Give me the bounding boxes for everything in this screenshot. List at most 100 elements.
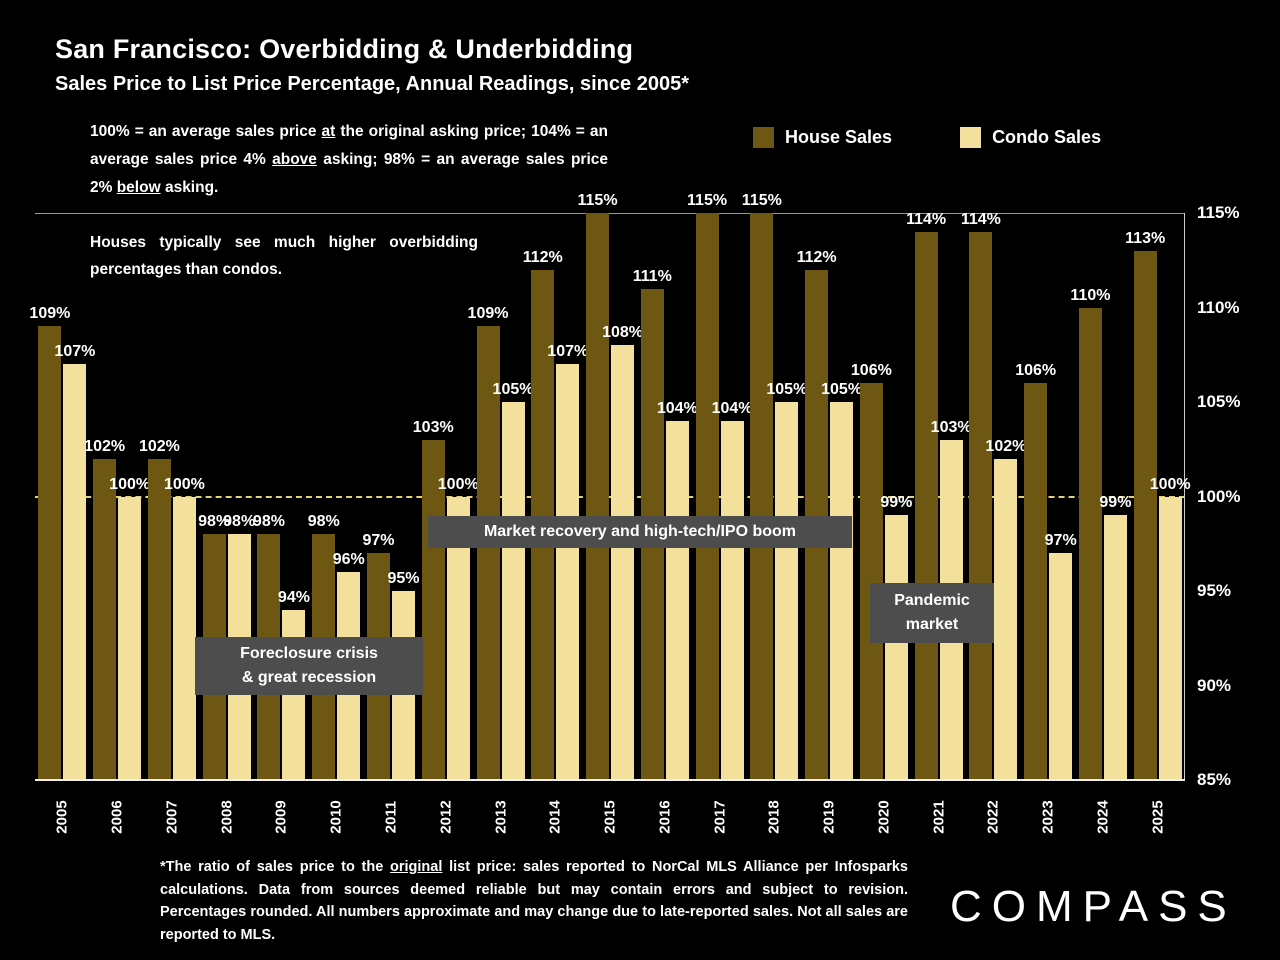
bar-value-label: 100% [437, 475, 479, 493]
year-group-2015: 115% 108% [578, 192, 643, 780]
x-tick-label: 2014 [546, 800, 564, 834]
bar-value-label: 110% [1070, 286, 1111, 304]
text-segment: list price: sales reported to NorCal MLS… [160, 859, 908, 943]
y-tick-115: 115% [1197, 203, 1240, 222]
x-tick-2005: 2005 [35, 784, 90, 850]
house-sales-swatch [753, 127, 774, 148]
x-tick-label: 2023 [1039, 800, 1057, 834]
year-group-2018: 115% 105% [742, 192, 807, 780]
x-tick-label: 2010 [327, 800, 345, 834]
bar-value-label: 109% [467, 305, 509, 323]
house-bar-2015: 115% [578, 192, 618, 780]
bar-value-label: 98% [198, 513, 231, 531]
annotation-line: Pandemic [894, 592, 970, 609]
house-bar-2023: 106% [1015, 362, 1056, 780]
year-group-2021: 114% 103% [906, 211, 972, 780]
x-axis-labels: 2005 2006 2007 2008 2009 2010 2011 2012 2013 2014… [35, 784, 1185, 850]
bar-value-label: 105% [766, 381, 808, 398]
page-title: San Francisco: Overbidding & Underbiddin… [55, 34, 634, 64]
text-segment: the original asking price; 104% = an ave… [90, 123, 609, 168]
y-tick-95: 95% [1197, 581, 1232, 600]
legend: House Sales Condo Sales [753, 127, 1101, 148]
x-tick-2022: 2022 [966, 784, 1021, 850]
text-segment-underlined: at [321, 123, 336, 140]
x-tick-2011: 2011 [364, 784, 419, 850]
x-tick-2020: 2020 [856, 784, 911, 850]
year-group-2022: 114% 102% [961, 211, 1026, 780]
annotation-foreclosure-crisis: Foreclosure crisis & great recession [195, 637, 423, 695]
bar-value-label: 100% [1149, 475, 1191, 493]
year-group-2012: 103% 100% [413, 213, 479, 780]
legend-house-label: House Sales [785, 127, 893, 147]
annotation-market-recovery: Market recovery and high-tech/IPO boom [428, 516, 852, 548]
bar-value-label: 100% [109, 475, 151, 493]
condo-bar-2005: 107% [54, 343, 95, 780]
x-tick-2012: 2012 [418, 784, 473, 850]
bar-value-label: 107% [547, 343, 589, 361]
condo-bar-2020: 99% [880, 494, 912, 780]
footnote: *The ratio of sales price to the origina… [160, 856, 908, 946]
annotation-line: Foreclosure crisis [240, 645, 378, 662]
year-group-2007: 102% 100% [139, 213, 205, 780]
house-bar-2025: 113% [1125, 230, 1165, 780]
x-tick-2016: 2016 [637, 784, 692, 850]
bar-value-label: 102% [138, 437, 180, 455]
text-segment-underlined: above [272, 151, 317, 168]
x-tick-2010: 2010 [309, 784, 364, 850]
x-tick-2017: 2017 [692, 784, 747, 850]
year-group-2014: 112% 107% [523, 213, 588, 780]
bar-value-label: 115% [577, 192, 618, 209]
year-group-2017: 115% 104% [687, 192, 753, 780]
x-tick-2013: 2013 [473, 784, 528, 850]
bar-value-label: 104% [711, 399, 753, 417]
condo-bar-2019: 105% [821, 381, 862, 780]
year-group-2025: 113% 100% [1125, 213, 1191, 780]
bar-value-label: 112% [796, 248, 837, 266]
bar-value-label: 114% [960, 210, 1001, 228]
compass-logo: COMPASS [950, 882, 1237, 931]
x-tick-label: 2019 [820, 800, 838, 834]
x-tick-2015: 2015 [583, 784, 638, 850]
bar-value-label: 105% [492, 381, 534, 398]
annotation-line: market [905, 616, 959, 633]
bar-value-label: 97% [362, 532, 395, 550]
bar-value-label: 115% [741, 192, 782, 209]
y-tick-100: 100% [1197, 486, 1241, 506]
y-tick-105: 105% [1197, 392, 1241, 411]
legend-item-house: House Sales [753, 127, 892, 148]
condo-bar-2023: 97% [1045, 532, 1077, 780]
explainer-note: 100% = an average sales price at the ori… [90, 118, 608, 202]
house-bar-2018: 115% [742, 192, 782, 780]
x-tick-2023: 2023 [1021, 784, 1076, 850]
y-tick-85: 85% [1197, 770, 1232, 789]
x-tick-label: 2017 [711, 800, 729, 834]
bar-value-label: 115% [687, 192, 728, 209]
x-tick-label: 2011 [382, 800, 400, 834]
house-bar-2006: 102% [84, 438, 125, 780]
year-group-2019: 112% 105% [797, 213, 862, 780]
bar-value-label: 111% [632, 267, 672, 285]
y-axis-labels: 115% 110% 105% 100% 95% 90% 85% [1197, 203, 1267, 789]
bar-value-label: 102% [985, 437, 1027, 455]
annotation-pandemic-market: Pandemic market [870, 583, 994, 643]
house-bar-2022: 114% [961, 211, 1001, 780]
text-segment-underlined: original [390, 859, 443, 875]
year-group-2020: 106% 99% [851, 213, 912, 780]
condo-bar-2024: 99% [1099, 494, 1131, 780]
x-tick-label: 2025 [1149, 800, 1167, 834]
bar-value-label: 103% [930, 418, 972, 436]
condo-bar-2007: 100% [164, 476, 205, 780]
bar-value-label: 100% [163, 475, 205, 493]
condo-bar-2015: 108% [602, 324, 643, 780]
text-segment: asking; 98% = an average sales price 2% [90, 151, 608, 196]
condo-bar-2012: 100% [438, 476, 479, 780]
bar-value-label: 95% [387, 570, 420, 587]
bar-value-label: 99% [1099, 494, 1132, 512]
condo-sales-swatch [960, 127, 982, 148]
year-group-2013: 109% 105% [468, 213, 533, 780]
legend-condo-label: Condo Sales [992, 127, 1102, 147]
bar-value-label: 105% [821, 381, 863, 398]
right-axis-spine [1184, 213, 1185, 780]
x-tick-2019: 2019 [802, 784, 857, 850]
x-tick-2008: 2008 [199, 784, 254, 850]
